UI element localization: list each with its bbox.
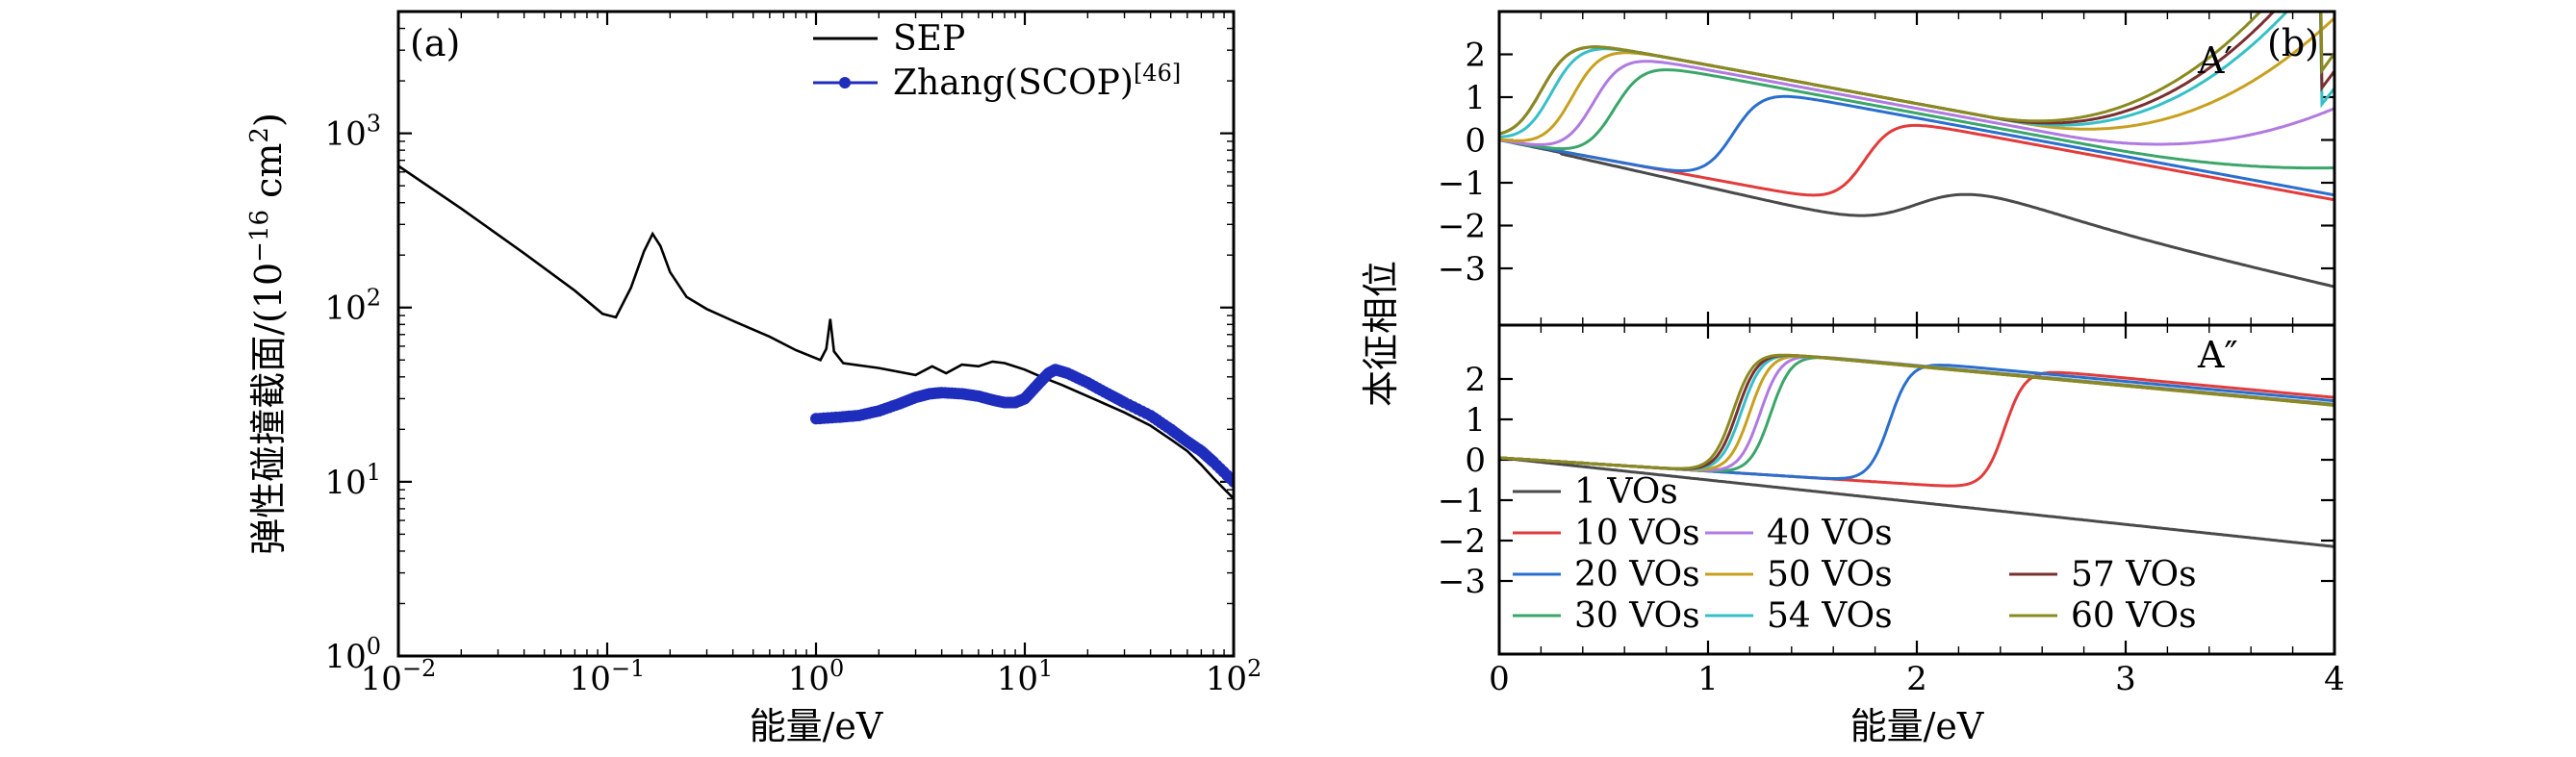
b-ytick-label: −3 (1438, 563, 1486, 601)
legend-label-zhang-ref: [46] (1134, 60, 1181, 87)
legend-label-60-vos: 60 VOs (2071, 596, 2197, 636)
a-ytick-label: 100 (324, 633, 381, 676)
panel-a-label: (a) (410, 22, 460, 64)
legend-label-10-vos: 10 VOs (1574, 514, 1700, 553)
a-ytick-label: 103 (324, 111, 381, 154)
b-ytick-label: −3 (1438, 250, 1486, 289)
legend-label-50-vos: 50 VOs (1767, 555, 1893, 594)
a-prime-line-1-vos (1499, 139, 2334, 289)
panel-a-ylabel-close: ) (247, 113, 290, 127)
legend-label-40-vos: 40 VOs (1767, 514, 1893, 553)
b-xtick-label: 1 (1697, 660, 1719, 698)
panel-a-ylabel: 弹性碰撞截面/(10−16 cm2) (245, 113, 290, 555)
panel-b-top-series (1499, 12, 2334, 289)
panel-b-frame (1497, 10, 2336, 656)
b-ytick-label: 2 (1465, 37, 1486, 75)
panel-b-ylabel: 本征相位 (1360, 261, 1402, 407)
a-prime-line-20-vos (1499, 94, 2334, 197)
panel-a-series (398, 164, 1234, 500)
panel-a-ylabel-unit: cm (247, 143, 290, 210)
a-xtick-label: 101 (997, 655, 1054, 698)
a-ytick-label: 101 (324, 459, 381, 502)
b-ytick-label: −1 (1438, 164, 1486, 203)
panel-a-legend: SEP Zhang(SCOP)[46] (813, 19, 1181, 103)
b-ytick-label: 0 (1465, 122, 1486, 161)
legend-label-30-vos: 30 VOs (1574, 596, 1700, 636)
b-ytick-label: 1 (1465, 79, 1486, 117)
a-prime-line-30-vos (1499, 68, 2334, 170)
legend-label-zhang: Zhang(SCOP)[46] (893, 60, 1181, 103)
b-xtick-label: 3 (2115, 660, 2136, 698)
panel-a-ylabel-text: 弹性碰撞截面/(10 (247, 263, 290, 555)
panel-b-bottom-series (1499, 353, 2334, 548)
panel-b-xlabel: 能量/eV (1850, 705, 1984, 747)
legend-label-20-vos: 20 VOs (1574, 555, 1700, 594)
legend-label-57-vos: 57 VOs (2071, 555, 2197, 594)
panel-a-frame (396, 10, 1236, 658)
a-xtick-label: 10−2 (361, 655, 437, 698)
b-ytick-label: 0 (1465, 442, 1486, 480)
a-xtick-label: 100 (788, 655, 845, 698)
legend-label-zhang-name: Zhang(SCOP) (893, 63, 1134, 103)
b-ytick-label: 2 (1465, 361, 1486, 399)
b-ytick-label: −2 (1438, 522, 1486, 561)
a-xtick-label: 102 (1206, 655, 1262, 698)
legend-label-sep: SEP (893, 19, 965, 59)
legend-label-1-vos: 1 VOs (1574, 472, 1678, 512)
subplot-label-a-prime: A′ (2197, 39, 2232, 82)
b-ytick-label: 1 (1465, 401, 1486, 440)
a-prime-line-40-vos (1499, 60, 2334, 146)
legend-label-54-vos: 54 VOs (1767, 596, 1893, 636)
b-xtick-label: 4 (2324, 660, 2345, 698)
a-prime-line-60-vos (1499, 12, 2334, 136)
b-xtick-label: 2 (1906, 660, 1927, 698)
panel-a-ylabel-exp: −16 (245, 210, 274, 263)
a-double-prime-line-20-vos (1499, 364, 2334, 480)
panel-a-ticks: 10−2 10−1 100 101 102 100 101 102 103 (324, 11, 1262, 698)
series-line-sep (398, 164, 1234, 500)
b-ytick-label: −2 (1438, 208, 1486, 246)
a-double-prime-line-60-vos (1499, 353, 2334, 470)
panel-b-label: (b) (2267, 22, 2319, 64)
panel-a-xlabel: 能量/eV (750, 705, 883, 747)
subplot-label-a-double-prime: A″ (2197, 334, 2238, 376)
a-xtick-label: 10−1 (570, 655, 646, 698)
panel-a-ylabel-exp2: 2 (245, 127, 274, 143)
b-ytick-label: −1 (1438, 482, 1486, 520)
a-double-prime-line-1-vos (1499, 456, 2334, 548)
b-xtick-label: 0 (1489, 660, 1510, 698)
a-ytick-label: 102 (324, 285, 381, 328)
legend-marker-zhang (839, 77, 851, 88)
